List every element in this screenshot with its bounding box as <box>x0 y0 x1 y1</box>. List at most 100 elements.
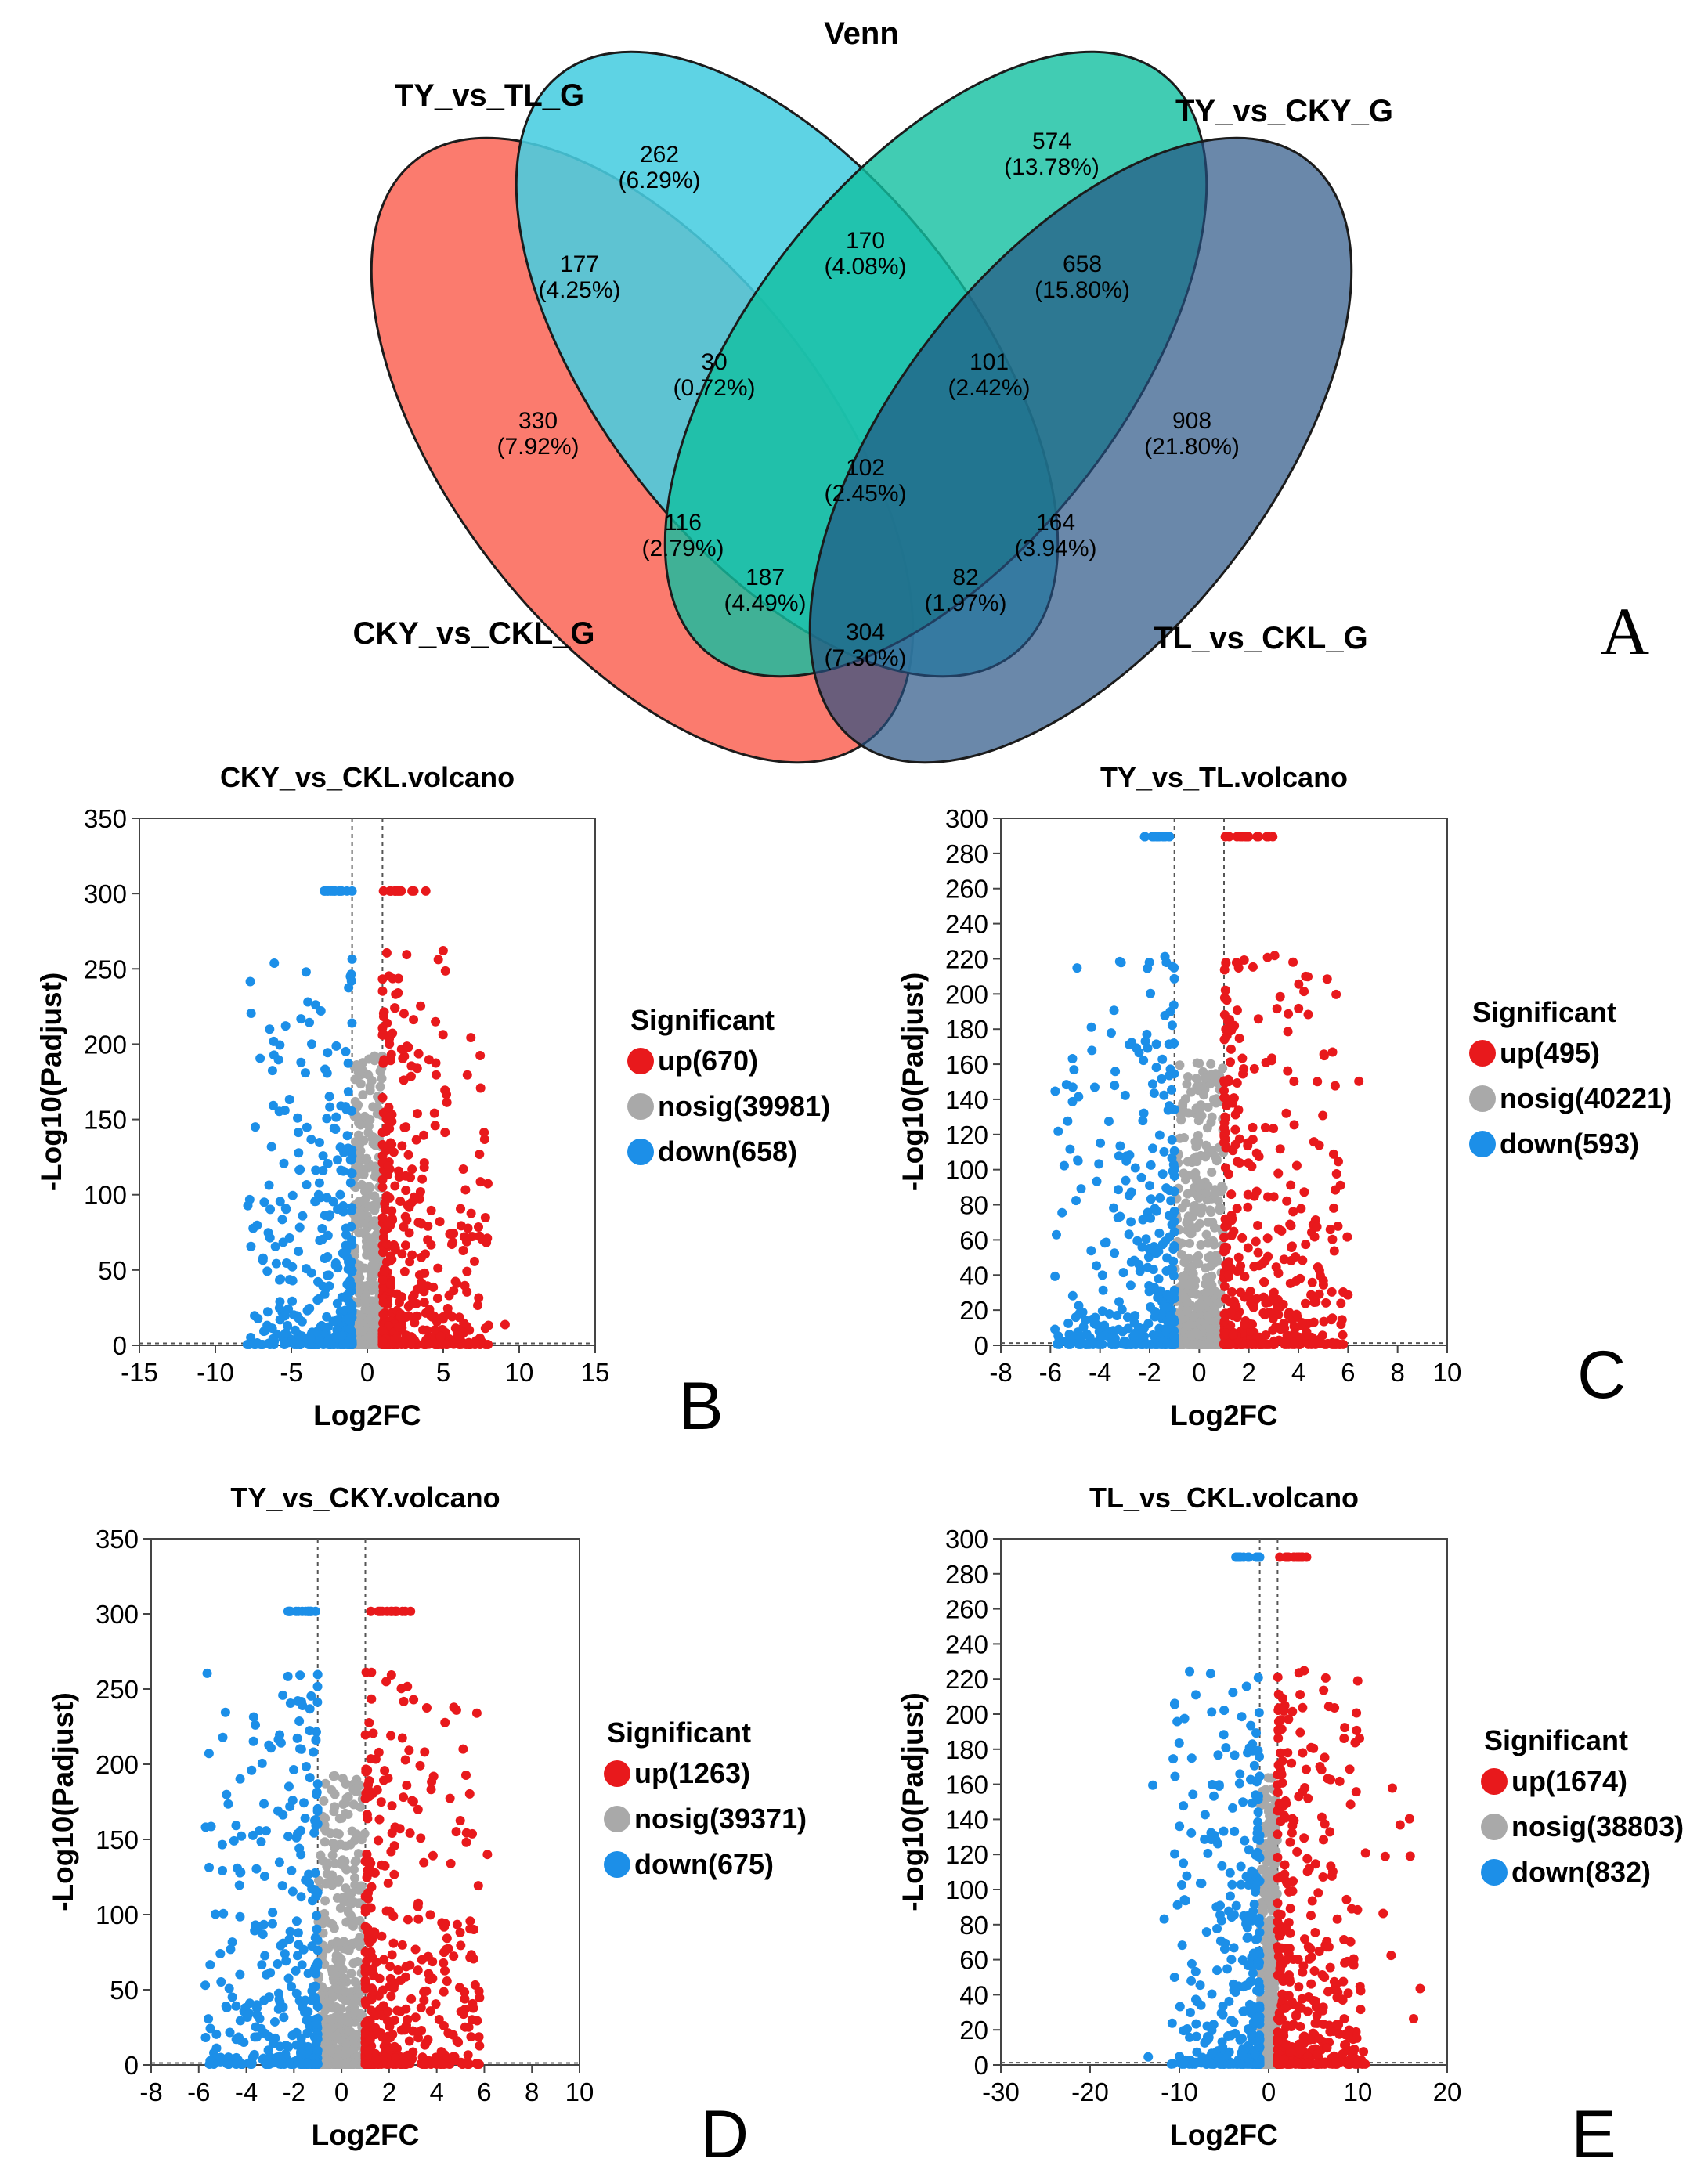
up-point <box>1319 1051 1329 1061</box>
nosig-point <box>375 1066 385 1076</box>
legend-label: nosig(39371) <box>634 1803 807 1835</box>
nosig-point <box>348 1998 359 2008</box>
down-point <box>295 1164 305 1175</box>
nosig-point <box>1179 1168 1189 1179</box>
up-point <box>1321 1298 1331 1308</box>
down-point <box>1168 1000 1179 1010</box>
down-point <box>1161 957 1172 967</box>
up-point <box>1253 1247 1263 1258</box>
down-point <box>283 1671 293 1681</box>
down-point <box>295 1744 305 1754</box>
up-point <box>470 1980 480 1990</box>
up-point <box>421 1249 431 1259</box>
up-point <box>1338 1330 1348 1340</box>
down-point <box>346 1155 356 1165</box>
up-point <box>390 1181 400 1191</box>
down-point <box>302 1180 312 1190</box>
up-point <box>1333 1157 1343 1167</box>
nosig-point <box>330 1802 340 1812</box>
up-point <box>385 1138 395 1148</box>
down-point <box>265 1968 276 1978</box>
up-point <box>370 1927 380 1937</box>
down-point <box>1147 832 1157 842</box>
down-point <box>1137 1242 1147 1252</box>
down-point <box>204 2014 214 2024</box>
down-point <box>269 2016 280 2027</box>
down-point <box>1072 963 1082 973</box>
x-tick-label: -15 <box>121 1358 158 1387</box>
down-point <box>343 1058 353 1068</box>
up-point <box>1229 1226 1239 1236</box>
down-point <box>1063 1318 1074 1328</box>
nosig-point <box>354 1062 364 1072</box>
down-point <box>287 1190 298 1200</box>
down-point <box>287 1886 298 1897</box>
up-point <box>438 1030 448 1040</box>
down-point <box>1153 1293 1163 1303</box>
nosig-point <box>354 1318 364 1328</box>
x-tick-label: 0 <box>1262 2077 1276 2106</box>
up-point <box>1285 1219 1295 1229</box>
up-point <box>420 1747 430 1757</box>
up-point <box>412 2027 422 2038</box>
nosig-point <box>344 1945 354 1955</box>
down-point <box>1169 1216 1179 1226</box>
x-tick-label: 10 <box>1344 2077 1373 2106</box>
up-point <box>1333 1221 1343 1231</box>
nosig-point <box>350 1074 360 1085</box>
up-point <box>402 1215 412 1225</box>
down-point <box>204 1749 214 1759</box>
panel-letter-c: C <box>1577 1337 1626 1413</box>
up-point <box>420 2059 430 2070</box>
up-point <box>379 1955 389 1965</box>
up-point <box>1326 1861 1336 1872</box>
nosig-point <box>1183 1306 1193 1316</box>
venn-region-count: 170 <box>846 228 885 254</box>
y-tick-label: 250 <box>96 1675 139 1704</box>
nosig-point <box>1196 1180 1206 1190</box>
venn-region-percent: (6.29%) <box>618 168 700 193</box>
up-point <box>452 2036 462 2046</box>
down-point <box>307 1986 317 1996</box>
legend-marker <box>1469 1085 1496 1112</box>
up-point <box>475 1231 485 1241</box>
down-point <box>346 1168 356 1178</box>
nosig-point <box>353 1130 363 1140</box>
up-point <box>1226 1189 1237 1200</box>
down-point <box>297 2040 307 2050</box>
down-point <box>211 1909 221 1919</box>
up-point <box>1320 1673 1331 1683</box>
down-point <box>235 1774 245 1784</box>
up-point <box>1273 1268 1284 1278</box>
up-point <box>1273 1852 1283 1862</box>
up-point <box>1352 1676 1363 1686</box>
up-point <box>1230 1139 1240 1150</box>
down-point <box>287 1262 298 1272</box>
up-point <box>412 1109 422 1119</box>
up-point <box>366 1903 376 1913</box>
venn-region-count: 82 <box>952 565 978 590</box>
up-point <box>399 1052 410 1062</box>
up-point <box>426 1785 436 1795</box>
down-point <box>306 1135 316 1145</box>
y-tick-label: 220 <box>945 944 988 973</box>
up-point <box>1279 1254 1289 1265</box>
venn-region-count: 330 <box>518 408 558 434</box>
down-point <box>227 1992 237 2002</box>
up-point <box>1239 1064 1249 1074</box>
up-point <box>1307 1277 1317 1287</box>
y-tick-label: 300 <box>945 1525 988 1554</box>
down-point <box>1166 1264 1176 1274</box>
up-point <box>1327 1313 1338 1323</box>
down-point <box>267 1323 277 1334</box>
down-point <box>271 1258 281 1269</box>
up-point <box>452 1278 462 1288</box>
down-point <box>1126 1339 1136 1349</box>
up-point <box>1283 1066 1293 1076</box>
up-point <box>467 2015 477 2025</box>
down-point <box>1138 1215 1148 1225</box>
up-point <box>1222 995 1232 1005</box>
up-point <box>465 1952 475 1962</box>
up-point <box>1244 1290 1254 1301</box>
up-point <box>367 1994 377 2005</box>
